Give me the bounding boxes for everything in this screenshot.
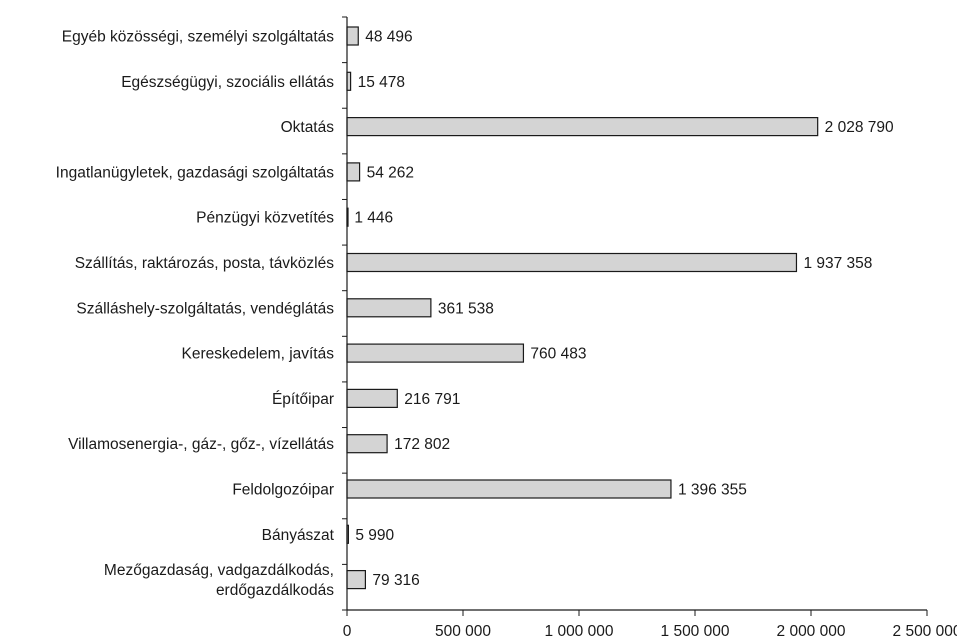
value-label: 5 990 xyxy=(355,527,394,544)
bar xyxy=(346,116,819,137)
category-label: Mezőgazdaság, vadgazdálkodás, erdőgazdálk… xyxy=(104,562,334,599)
category-label: Egyéb közösségi, személyi szolgáltatás xyxy=(62,29,334,46)
category-label: Kereskedelem, javítás xyxy=(182,346,335,363)
value-label: 1 396 355 xyxy=(678,482,747,499)
x-tick-label: 1 000 000 xyxy=(545,623,614,640)
value-label: 54 262 xyxy=(367,164,414,181)
category-label: Szálláshely-szolgáltatás, vendéglátás xyxy=(76,300,334,317)
bar xyxy=(346,298,432,318)
category-label: Feldolgozóipar xyxy=(232,482,334,499)
bars-layer xyxy=(346,26,819,590)
x-tick-label: 500 000 xyxy=(435,623,491,640)
category-label: Bányászat xyxy=(262,527,335,544)
value-label: 216 791 xyxy=(404,391,460,408)
value-label: 361 538 xyxy=(438,300,494,317)
category-label: Építőipar xyxy=(272,391,334,408)
value-label: 48 496 xyxy=(365,29,412,46)
x-tick-label: 1 500 000 xyxy=(661,623,730,640)
value-label: 1 446 xyxy=(354,210,393,227)
x-tick-label: 2 000 000 xyxy=(777,623,846,640)
bar xyxy=(346,479,672,499)
category-label: Pénzügyi közvetítés xyxy=(196,210,334,227)
category-label: Oktatás xyxy=(281,119,335,136)
bar xyxy=(346,252,798,273)
value-label: 760 483 xyxy=(530,346,586,363)
labels-layer: 48 496 Egyéb közösségi, személyi szolgált… xyxy=(56,29,957,641)
category-label: Egészségügyi, szociális ellátás xyxy=(121,74,334,91)
value-label: 79 316 xyxy=(372,572,419,589)
value-label: 15 478 xyxy=(358,74,405,91)
x-tick-label: 2 500 000 xyxy=(893,623,957,640)
bar xyxy=(346,343,525,363)
x-tick-label: 0 xyxy=(343,623,352,640)
bar xyxy=(346,569,367,590)
axes-layer xyxy=(342,16,928,616)
bar xyxy=(346,162,361,182)
bar xyxy=(346,434,388,454)
value-label: 1 937 358 xyxy=(803,255,872,272)
category-label: Ingatlanügyletek, gazdasági szolgáltatás xyxy=(56,164,335,181)
category-label: Szállítás, raktározás, posta, távközlés xyxy=(75,255,335,272)
value-label: 172 802 xyxy=(394,436,450,453)
bar xyxy=(346,388,398,408)
bar xyxy=(346,26,359,46)
value-label: 2 028 790 xyxy=(825,119,894,136)
category-label: Villamosenergia-, gáz-, gőz-, vízellátás xyxy=(68,436,334,453)
